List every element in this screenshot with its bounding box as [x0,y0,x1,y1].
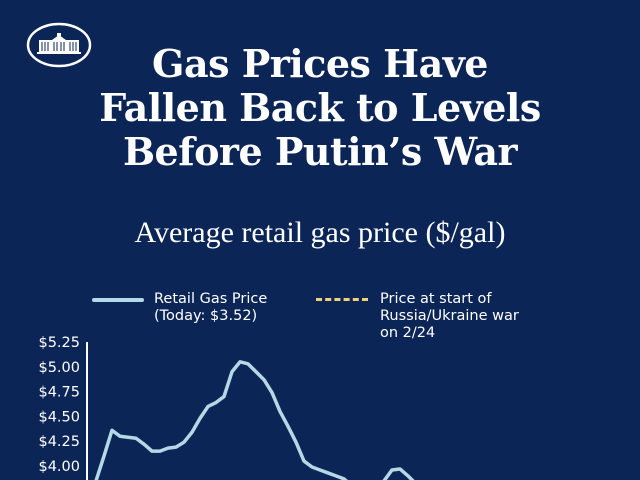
y-tick-label: $4.75 [38,385,80,401]
y-tick-label: $4.50 [38,409,80,425]
legend-dashed-swatch [316,298,368,301]
chart-title: Gas Prices Have Fallen Back to Levels Be… [0,42,640,174]
chart-subtitle: Average retail gas price ($/gal) [134,216,506,249]
white-house-logo [26,22,92,68]
legend-label: Price at start of Russia/Ukraine war on … [380,291,519,341]
y-tick-label: $4.00 [38,459,80,475]
y-tick-label: $5.00 [38,360,80,376]
legend-label: Retail Gas Price (Today: $3.52) [154,291,268,324]
title-line: Fallen Back to Levels [99,85,541,130]
y-tick-label: $5.25 [38,335,80,351]
retail-gas-price-line [94,360,415,480]
title-line: Gas Prices Have [152,41,488,86]
title-line: Before Putin’s War [122,129,518,174]
legend-solid-swatch [92,298,144,302]
y-tick-label: $4.25 [38,434,80,450]
